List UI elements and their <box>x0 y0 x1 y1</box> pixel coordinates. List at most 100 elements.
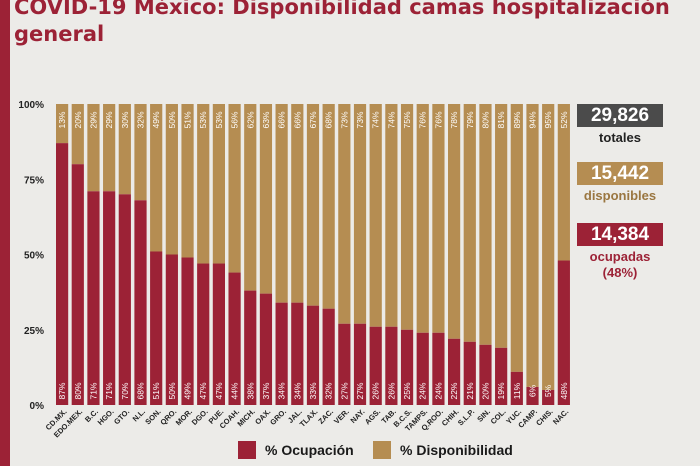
bar-ocupacion <box>479 344 492 405</box>
data-label-disponibilidad: 49% <box>151 111 161 128</box>
left-accent-strip <box>0 0 10 466</box>
bar-ocupacion <box>118 194 131 405</box>
bar-disponibilidad <box>181 104 194 258</box>
data-label-disponibilidad: 52% <box>559 111 569 128</box>
stat-ocupadas: 14,384 ocupadas (48%) <box>577 223 663 280</box>
bar-ocupacion <box>134 200 147 405</box>
x-tick-label: GRO. <box>268 407 288 427</box>
bar-ocupacion <box>306 305 320 405</box>
bar-ocupacion <box>432 332 445 405</box>
bar-disponibilidad <box>306 104 320 306</box>
bar-disponibilidad <box>495 104 508 348</box>
data-label-disponibilidad: 78% <box>449 111 459 128</box>
data-label-ocupacion: 27% <box>355 382 365 399</box>
bar-disponibilidad <box>448 104 461 339</box>
data-label-ocupacion: 21% <box>465 382 475 399</box>
stat-totales-value: 29,826 <box>577 104 663 127</box>
data-label-ocupacion: 51% <box>151 382 161 399</box>
x-tick-label: COL. <box>489 407 508 426</box>
bar-disponibilidad <box>103 104 116 192</box>
bar-disponibilidad <box>165 104 178 255</box>
bar-ocupacion <box>448 338 461 405</box>
bar-disponibilidad <box>369 104 382 327</box>
data-label-disponibilidad: 75% <box>402 111 412 128</box>
x-tick-label: TLAX. <box>298 407 320 429</box>
data-label-disponibilidad: 50% <box>167 111 177 128</box>
bar-disponibilidad <box>275 104 288 303</box>
data-label-ocupacion: 47% <box>198 382 208 399</box>
y-tick-label: 25% <box>24 326 44 337</box>
data-label-ocupacion: 24% <box>418 382 428 399</box>
bar-disponibilidad <box>228 104 241 273</box>
bar-disponibilidad <box>134 104 147 201</box>
x-tick-label: MOR. <box>174 407 194 427</box>
data-label-ocupacion: 37% <box>261 382 271 399</box>
bar-disponibilidad <box>510 104 523 372</box>
bar-disponibilidad <box>291 104 304 303</box>
x-tick-label: ZAC. <box>316 407 335 426</box>
bar-ocupacion <box>103 191 116 405</box>
data-label-ocupacion: 11% <box>512 382 522 399</box>
bar-disponibilidad <box>463 104 476 342</box>
data-label-disponibilidad: 66% <box>292 111 302 128</box>
bar-ocupacion <box>291 302 304 405</box>
bar-ocupacion <box>259 293 273 405</box>
bar-disponibilidad <box>87 104 100 192</box>
stat-disponibles: 15,442 disponibles <box>577 162 663 204</box>
stat-ocupadas-label: ocupadas <box>589 249 651 264</box>
data-label-ocupacion: 32% <box>324 382 334 399</box>
bar-ocupacion <box>87 191 100 405</box>
x-tick-label: HGO. <box>96 407 116 427</box>
data-label-disponibilidad: 94% <box>528 111 538 128</box>
data-label-ocupacion: 34% <box>292 382 302 399</box>
data-label-disponibilidad: 66% <box>277 111 287 128</box>
bar-disponibilidad <box>385 104 398 327</box>
data-label-disponibilidad: 13% <box>57 111 67 128</box>
bar-ocupacion <box>557 260 570 405</box>
bar-ocupacion <box>165 254 178 405</box>
bar-disponibilidad <box>353 104 367 324</box>
bar-ocupacion <box>542 389 555 405</box>
legend-label-ocupacion: % Ocupación <box>265 442 354 458</box>
data-label-ocupacion: 22% <box>449 382 459 399</box>
y-tick-label: 100% <box>18 100 44 111</box>
bar-disponibilidad <box>416 104 429 333</box>
data-label-ocupacion: 48% <box>559 382 569 399</box>
data-label-disponibilidad: 56% <box>230 111 240 128</box>
data-label-disponibilidad: 74% <box>371 111 381 128</box>
bar-disponibilidad <box>212 104 225 264</box>
data-label-ocupacion: 20% <box>480 382 490 399</box>
data-label-ocupacion: 71% <box>104 382 114 399</box>
bar-ocupacion <box>181 257 194 405</box>
bar-ocupacion <box>510 371 523 405</box>
data-label-disponibilidad: 63% <box>261 111 271 128</box>
data-label-ocupacion: 47% <box>214 382 224 399</box>
bar-disponibilidad <box>542 104 555 390</box>
x-tick-label: VER. <box>332 407 351 426</box>
bar-disponibilidad <box>479 104 492 345</box>
data-label-disponibilidad: 74% <box>386 111 396 128</box>
bar-disponibilidad <box>197 104 210 264</box>
data-label-ocupacion: 80% <box>73 382 83 399</box>
data-label-disponibilidad: 29% <box>88 111 98 128</box>
bar-ocupacion <box>338 323 351 405</box>
data-label-disponibilidad: 73% <box>355 111 365 128</box>
data-label-disponibilidad: 67% <box>308 111 318 128</box>
x-tick-label: MICH. <box>235 407 256 428</box>
x-tick-label: CHIH. <box>440 407 461 428</box>
stat-ocupadas-value: 14,384 <box>577 223 663 246</box>
data-label-ocupacion: 68% <box>136 382 146 399</box>
bar-ocupacion <box>416 332 429 405</box>
bar-ocupacion <box>275 302 288 405</box>
data-label-ocupacion: 38% <box>245 382 255 399</box>
bar-disponibilidad <box>322 104 335 309</box>
data-label-ocupacion: 19% <box>496 382 506 399</box>
x-tick-label: OAX. <box>253 407 272 426</box>
data-label-ocupacion: 26% <box>386 382 396 399</box>
legend-swatch-ocupacion <box>238 441 256 459</box>
y-tick-label: 75% <box>24 175 44 186</box>
data-label-disponibilidad: 76% <box>433 111 443 128</box>
data-label-disponibilidad: 29% <box>104 111 114 128</box>
data-label-disponibilidad: 79% <box>465 111 475 128</box>
data-label-disponibilidad: 62% <box>245 111 255 128</box>
